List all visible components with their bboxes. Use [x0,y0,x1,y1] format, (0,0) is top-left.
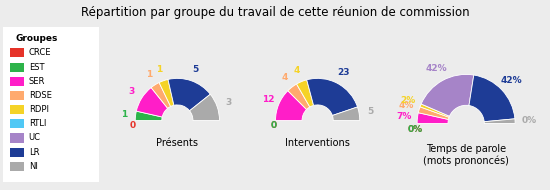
Text: RTLI: RTLI [29,119,46,128]
Text: 0: 0 [271,121,277,130]
Text: NI: NI [29,162,37,171]
Text: RDSE: RDSE [29,91,52,100]
Text: RDPI: RDPI [29,105,49,114]
Text: 0%: 0% [521,116,536,125]
Text: 4: 4 [282,73,288,82]
Wedge shape [469,75,515,122]
Text: Présents: Présents [156,138,199,148]
Text: Répartition par groupe du travail de cette réunion de commission: Répartition par groupe du travail de cet… [81,6,469,19]
Text: 1: 1 [156,65,163,74]
Text: 42%: 42% [425,64,447,73]
Bar [10,119,24,128]
Text: 0: 0 [130,121,136,130]
Text: 1: 1 [146,70,152,79]
Wedge shape [276,91,306,120]
Wedge shape [136,88,168,117]
Wedge shape [159,79,174,106]
Text: Temps de parole
(mots prononcés): Temps de parole (mots prononcés) [423,144,509,166]
Text: CRCE: CRCE [29,48,51,57]
Bar [10,63,24,72]
Bar [10,134,24,142]
Text: Groupes: Groupes [15,34,58,43]
Text: 12: 12 [262,95,274,104]
Wedge shape [332,107,360,120]
Wedge shape [151,83,170,108]
Wedge shape [168,78,210,111]
Wedge shape [296,80,314,107]
Bar [10,48,24,57]
Text: SER: SER [29,77,45,86]
Bar [10,77,24,86]
Text: 3: 3 [225,98,232,107]
Text: Interventions: Interventions [285,138,350,148]
Text: 5: 5 [368,107,374,116]
Wedge shape [135,111,162,120]
Text: 0%: 0% [407,125,422,134]
Text: LR: LR [29,148,39,157]
Text: 4%: 4% [398,101,414,110]
Text: 23: 23 [337,68,349,78]
Text: 0: 0 [271,121,277,130]
Wedge shape [484,119,515,124]
Text: EST: EST [29,63,44,72]
Text: 42%: 42% [501,76,522,85]
Text: 3: 3 [129,87,135,96]
Wedge shape [190,94,219,120]
Wedge shape [419,107,449,120]
Bar [10,162,24,171]
Text: 2%: 2% [400,96,415,105]
Bar [10,105,24,114]
Text: 7%: 7% [396,112,411,121]
Wedge shape [307,78,358,116]
Text: 0%: 0% [407,125,422,134]
Bar [10,148,24,157]
Text: 5: 5 [192,65,199,74]
Bar [10,91,24,100]
FancyBboxPatch shape [0,22,102,187]
Wedge shape [417,113,448,124]
Text: UC: UC [29,134,41,142]
Wedge shape [288,84,310,109]
Text: 1: 1 [120,110,127,119]
Wedge shape [421,74,474,116]
Text: 4: 4 [294,66,300,75]
Wedge shape [420,104,449,117]
